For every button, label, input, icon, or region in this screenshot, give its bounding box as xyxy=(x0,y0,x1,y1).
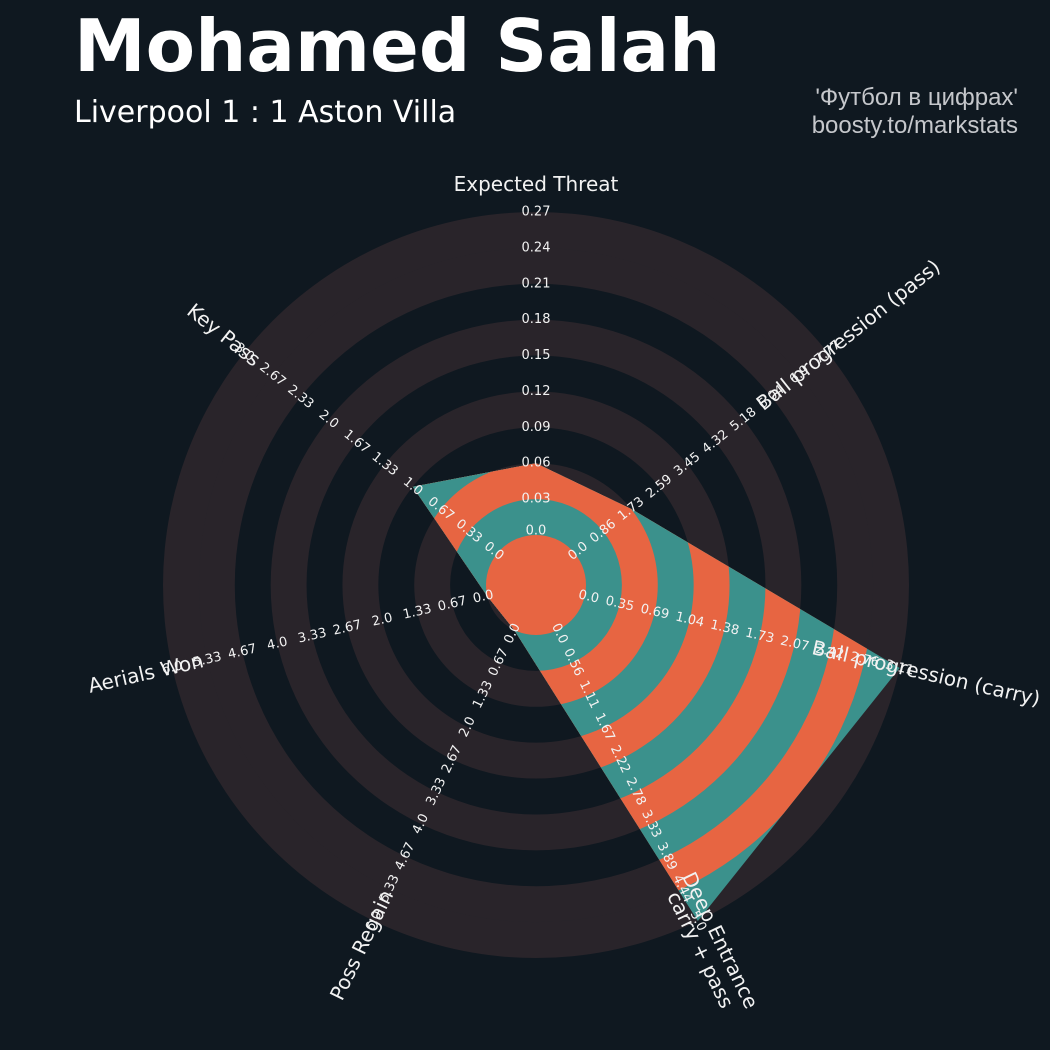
tick-label: 0.21 xyxy=(522,276,551,291)
tick-label: 4.0 xyxy=(266,634,290,653)
tick-label: 2.42 xyxy=(814,641,846,662)
tick-label: 0.69 xyxy=(639,602,671,623)
tick-label: 5.33 xyxy=(192,649,224,670)
tick-label: 0.12 xyxy=(522,384,551,399)
tick-label: 0.27 xyxy=(522,205,551,220)
tick-label: 2.76 xyxy=(849,649,881,670)
tick-label: 6.0 xyxy=(161,658,185,677)
tick-label: 3.11 xyxy=(884,657,916,678)
tick-label: 0.24 xyxy=(522,240,551,255)
tick-label: 1.33 xyxy=(401,602,433,623)
tick-label: 0.35 xyxy=(604,594,636,615)
tick-label: 0.18 xyxy=(522,312,551,327)
tick-label: 0.0 xyxy=(526,524,547,539)
param-label: Expected Threat xyxy=(454,172,619,196)
match-subtitle: Liverpool 1 : 1 Aston Villa xyxy=(74,95,457,130)
tick-label: 0.15 xyxy=(522,348,551,363)
tick-label: 0.06 xyxy=(522,456,551,471)
page-title: Mohamed Salah xyxy=(74,4,721,88)
tick-label: 0.67 xyxy=(436,594,468,615)
tick-label: 1.04 xyxy=(674,610,706,631)
tick-label: 2.07 xyxy=(779,634,811,655)
tick-label: 1.38 xyxy=(709,618,741,639)
tick-label: 3.33 xyxy=(297,626,329,647)
tick-label: 1.73 xyxy=(744,626,776,647)
credit-line-1: 'Футбол в цифрах' xyxy=(815,84,1018,111)
tick-label: 0.03 xyxy=(522,492,551,507)
tick-label: 0.0 xyxy=(577,587,601,606)
radar-polygon-ring xyxy=(486,535,586,635)
tick-label: 2.0 xyxy=(371,610,395,629)
tick-label: 2.67 xyxy=(332,618,364,639)
tick-label: 0.0 xyxy=(472,587,496,606)
tick-label: 0.09 xyxy=(522,420,551,435)
tick-label: 4.67 xyxy=(227,641,259,662)
credit-line-2: boosty.to/markstats xyxy=(811,112,1018,139)
param-label: Key Pass xyxy=(183,298,266,371)
